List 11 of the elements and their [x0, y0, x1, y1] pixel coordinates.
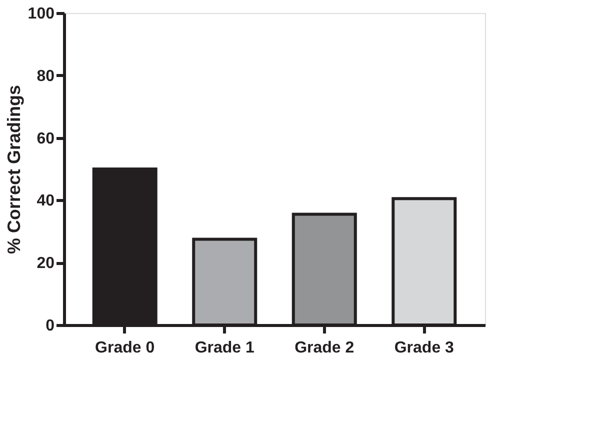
y-tick-label: 80 [36, 68, 55, 85]
y-tick-label: 40 [36, 192, 55, 210]
y-tick-label: 0 [46, 318, 55, 334]
x-tick-label: Grade 0 [95, 340, 155, 356]
y-tick-label: 60 [36, 130, 55, 148]
x-tick-label: Grade 2 [294, 340, 354, 356]
y-tick-label: 100 [28, 6, 55, 22]
y-tick-label: 20 [36, 255, 55, 272]
y-axis-title: % Correct Gradings [4, 84, 24, 254]
x-tick-label: Grade 1 [194, 340, 255, 356]
x-tick-label: Grade 3 [394, 340, 454, 356]
